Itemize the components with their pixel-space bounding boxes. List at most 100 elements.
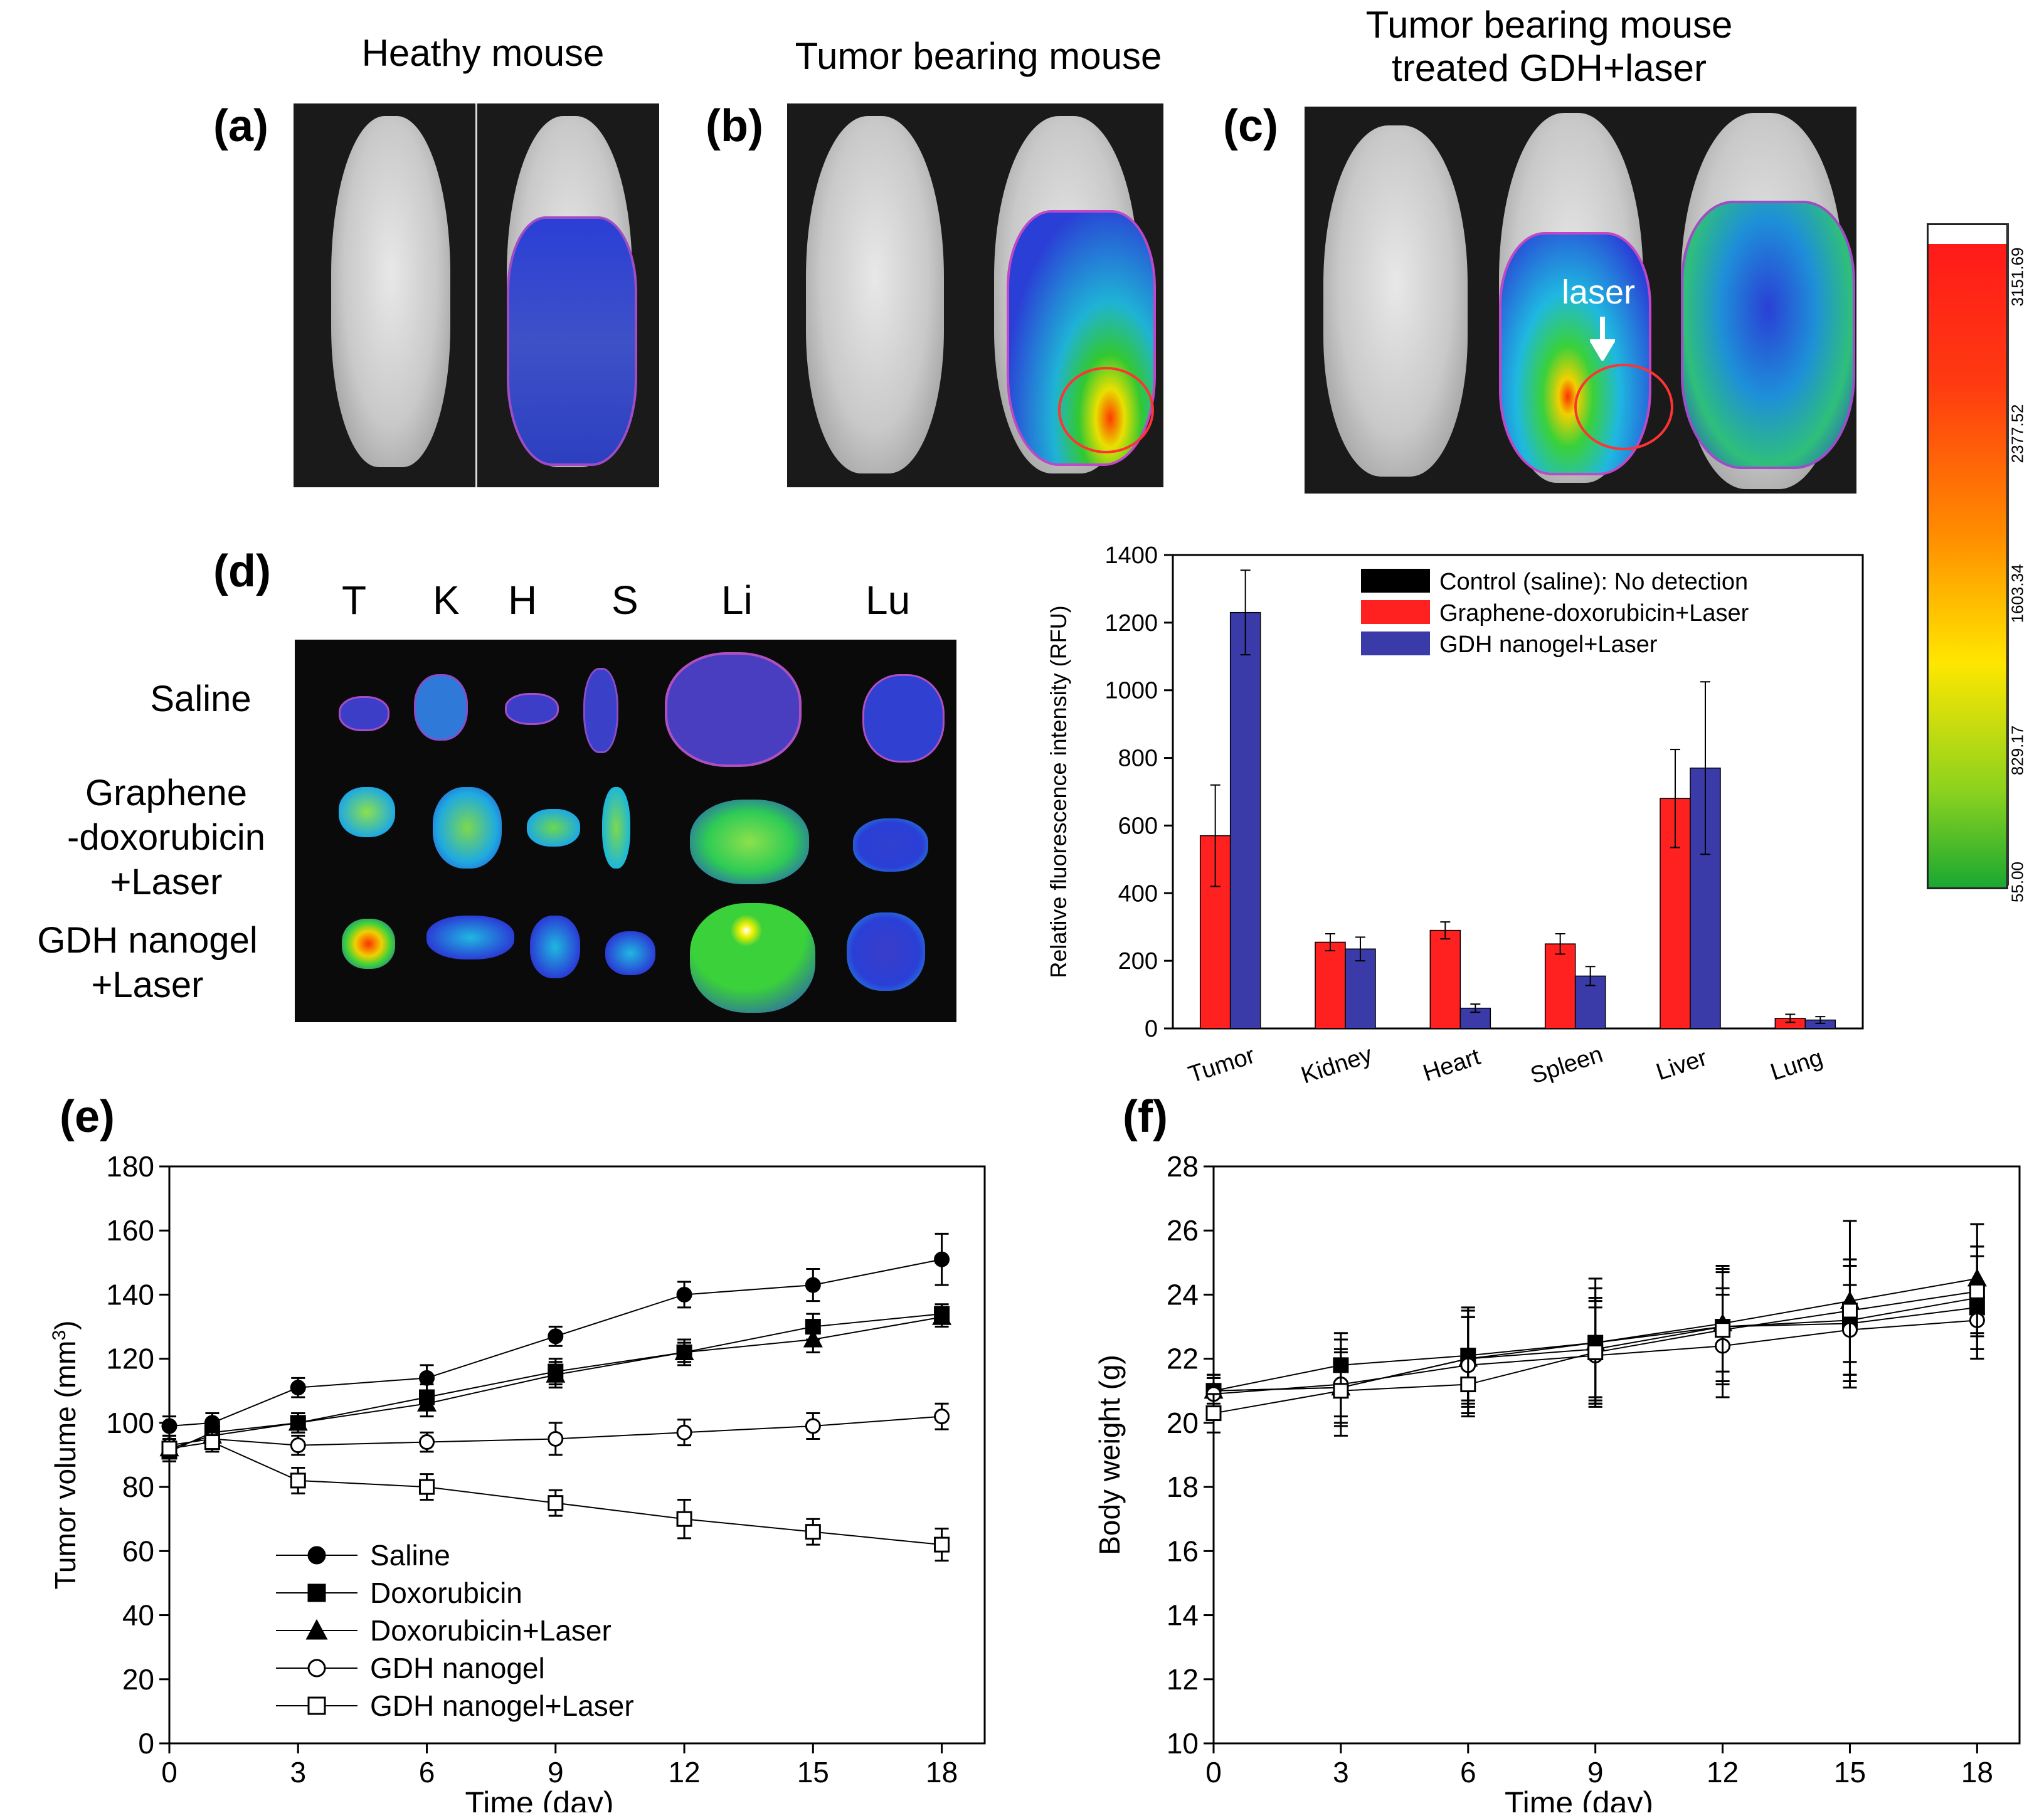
plot-frame <box>1212 1165 2021 1745</box>
panel-b-title: Tumor bearing mouse <box>795 35 1162 77</box>
marker-circle <box>934 1408 950 1425</box>
y-tick-label: 16 <box>1167 1535 1199 1567</box>
plot-frame <box>1172 554 1864 1030</box>
y-tick-label: 200 <box>1118 948 1158 975</box>
x-tick-label: 3 <box>290 1756 306 1789</box>
y-tick-label: 20 <box>1167 1407 1199 1439</box>
y-tick-label: 0 <box>138 1727 154 1760</box>
legend-label: GDH nanogel+Laser <box>1439 632 1658 658</box>
x-tick-label: 18 <box>1961 1756 1993 1789</box>
panel-d-label: (d) <box>213 546 271 596</box>
legend-label: Graphene-doxorubicin+Laser <box>1439 600 1749 626</box>
column-label-spleen: S <box>612 578 638 623</box>
heatmap-overlay-2 <box>1681 201 1855 469</box>
y-tick-label: 120 <box>106 1343 154 1375</box>
marker-circle <box>161 1418 177 1434</box>
marker-circle <box>676 1424 692 1440</box>
y-tick-label: 80 <box>122 1471 154 1503</box>
x-category-label: Lung <box>1767 1045 1826 1086</box>
marker-square <box>290 1472 306 1489</box>
y-tick-label: 26 <box>1167 1214 1199 1247</box>
y-tick-label: 800 <box>1118 746 1158 772</box>
marker-square <box>161 1440 177 1457</box>
series-line <box>169 1259 942 1427</box>
legend-swatch <box>1361 600 1430 624</box>
y-axis-label: Body weight (g) <box>1093 1355 1126 1555</box>
y-tick-label: 60 <box>122 1535 154 1567</box>
marker-square <box>307 1583 326 1602</box>
mouse-brightfield <box>1323 125 1468 477</box>
marker-square <box>1969 1283 1985 1299</box>
column-label-lung: Lu <box>866 578 911 623</box>
panel-c-label: (c) <box>1223 101 1278 151</box>
x-tick-label: 0 <box>161 1756 177 1789</box>
x-tick-label: 3 <box>1333 1756 1349 1789</box>
y-axis-label: Tumor volume (mm3) <box>49 1320 82 1589</box>
marker-circle <box>290 1437 306 1454</box>
marker-square <box>1715 1322 1731 1338</box>
x-category-label: Kidney <box>1298 1042 1375 1089</box>
marker-square <box>1205 1405 1222 1422</box>
y-tick-label: 10 <box>1167 1727 1199 1760</box>
tumor-circle <box>1058 367 1154 453</box>
y-tick-label: 160 <box>106 1214 154 1247</box>
y-tick-label: 24 <box>1167 1278 1199 1311</box>
mouse-brightfield <box>806 116 944 473</box>
marker-circle <box>548 1430 564 1447</box>
marker-triangle <box>932 1307 952 1325</box>
marker-square <box>1587 1344 1604 1360</box>
marker-square <box>934 1536 950 1553</box>
marker-circle <box>307 1546 326 1565</box>
panel-e-label: (e) <box>60 1092 115 1142</box>
arrow-down-icon <box>1590 317 1615 361</box>
marker-square <box>676 1511 692 1527</box>
column-label-tumor: T <box>342 578 367 623</box>
marker-square <box>548 1495 564 1511</box>
y-tick-label: 18 <box>1167 1471 1199 1503</box>
tumor-circle <box>1574 364 1673 450</box>
y-tick-label: 1200 <box>1104 610 1158 637</box>
y-tick-label: 400 <box>1118 880 1158 907</box>
panel-a-image <box>294 103 659 487</box>
x-tick-label: 6 <box>419 1756 435 1789</box>
legend-label: Doxorubicin <box>370 1577 522 1609</box>
heatmap-overlay <box>507 216 637 466</box>
marker-circle <box>307 1659 326 1678</box>
y-axis-label: Relative fluorescence intensity (RFU) <box>1046 605 1071 978</box>
fluorescence-bar-chart: 0 200 400 600 800 1000 1200 1400 Relative fluore… <box>1046 542 1864 1089</box>
marker-square <box>1841 1303 1858 1319</box>
legend-swatch <box>1361 632 1430 655</box>
marker-circle <box>548 1328 564 1345</box>
series-line <box>169 1313 942 1452</box>
y-tick-label: 40 <box>122 1599 154 1632</box>
marker-circle <box>805 1418 821 1434</box>
marker-square <box>307 1696 326 1715</box>
colorbar <box>1927 223 2008 889</box>
colorbar-tick-labels: 3151.69 2377.52 1603.34 829.17 55.00 <box>2008 223 2044 913</box>
x-tick-label: 18 <box>926 1756 958 1789</box>
panel-c-title-line2: treated GDH+laser <box>1392 47 1707 89</box>
colorbar-tick: 55.00 <box>2008 861 2027 903</box>
series-line <box>169 1441 942 1546</box>
mouse-brightfield <box>331 116 450 467</box>
marker-square <box>204 1434 220 1451</box>
legend-label: GDH nanogel+Laser <box>370 1689 634 1722</box>
x-category-label: Tumor <box>1185 1042 1258 1089</box>
marker-square <box>419 1479 435 1495</box>
y-tick-label: 1000 <box>1104 678 1158 704</box>
marker-square <box>805 1524 821 1540</box>
bar <box>1345 948 1376 1029</box>
y-tick-label: 0 <box>1145 1016 1158 1042</box>
bar <box>1429 929 1461 1029</box>
marker-circle <box>419 1370 435 1386</box>
tumor-volume-chart: 0 20 40 60 80 100 120 140 160 180 0 3 6 9 12 15 18 Time (… <box>49 1150 986 1812</box>
series-line <box>169 1316 942 1449</box>
y-tick-label: 28 <box>1167 1150 1199 1183</box>
y-tick-label: 22 <box>1167 1343 1199 1375</box>
y-tick-label: 140 <box>106 1278 154 1311</box>
y-tick-label: 180 <box>106 1150 154 1183</box>
marker-circle <box>419 1434 435 1451</box>
row-label-gdh: GDH nanogel +Laser <box>37 920 258 1005</box>
marker-square <box>1333 1383 1349 1399</box>
panel-c-title-line1: Tumor bearing mouse <box>1365 4 1733 46</box>
